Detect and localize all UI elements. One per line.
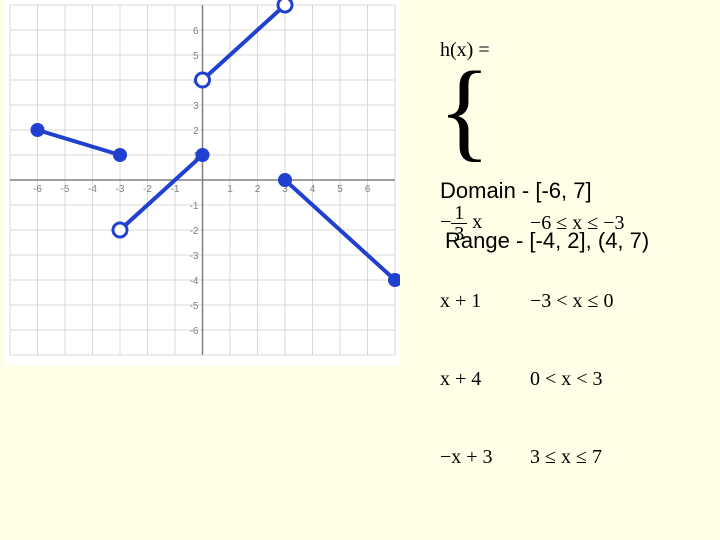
formula-row: x + 4 0 < x < 3 xyxy=(440,364,680,396)
formula-row: −x + 3 3 ≤ x ≤ 7 xyxy=(440,442,680,474)
formula-cases: −13 x −6 ≤ x ≤ −3 x + 1 −3 < x ≤ 0 x + 4… xyxy=(440,162,680,520)
formula-expr: x + 4 xyxy=(440,368,530,391)
domain-text: Domain - [-6, 7] xyxy=(440,178,592,204)
formula-cond: −3 < x ≤ 0 xyxy=(530,290,680,313)
formula-row: x + 1 −3 < x ≤ 0 xyxy=(440,286,680,318)
chart-svg: -6-5-4-3-2-1123456-6-5-4-3-2-1123456 xyxy=(5,0,400,360)
svg-text:-1: -1 xyxy=(190,201,199,212)
range-text: Range - [-4, 2], (4, 7) xyxy=(445,228,649,254)
svg-text:-4: -4 xyxy=(88,184,97,195)
domain-value: [-6, 7] xyxy=(535,178,591,203)
svg-text:6: 6 xyxy=(365,184,371,195)
svg-text:-1: -1 xyxy=(171,184,180,195)
svg-text:-5: -5 xyxy=(190,301,199,312)
svg-text:1: 1 xyxy=(227,184,233,195)
svg-text:5: 5 xyxy=(337,184,343,195)
formula-expr: x + 1 xyxy=(440,290,530,313)
svg-text:-5: -5 xyxy=(61,184,70,195)
piecewise-formula: h(x) = { −13 x −6 ≤ x ≤ −3 x + 1 −3 < x … xyxy=(420,15,680,540)
page-root: -6-5-4-3-2-1123456-6-5-4-3-2-1123456 h(x… xyxy=(0,0,720,540)
svg-text:3: 3 xyxy=(193,101,199,112)
piecewise-graph: -6-5-4-3-2-1123456-6-5-4-3-2-1123456 xyxy=(5,0,400,365)
svg-text:2: 2 xyxy=(193,126,199,137)
svg-text:2: 2 xyxy=(255,184,261,195)
svg-text:-3: -3 xyxy=(190,251,199,262)
brace-icon: { xyxy=(438,60,491,160)
svg-text:-2: -2 xyxy=(143,184,152,195)
formula-expr: −x + 3 xyxy=(440,446,530,469)
svg-text:-2: -2 xyxy=(190,226,199,237)
svg-text:-4: -4 xyxy=(190,276,199,287)
range-value: [-4, 2], (4, 7) xyxy=(529,228,649,253)
domain-label: Domain - xyxy=(440,178,535,203)
svg-text:-3: -3 xyxy=(116,184,125,195)
range-label: Range - xyxy=(445,228,529,253)
svg-text:5: 5 xyxy=(193,51,199,62)
formula-cond: 3 ≤ x ≤ 7 xyxy=(530,446,680,469)
svg-text:6: 6 xyxy=(193,26,199,37)
formula-cond: 0 < x < 3 xyxy=(530,368,680,391)
svg-text:4: 4 xyxy=(310,184,316,195)
svg-text:-6: -6 xyxy=(33,184,42,195)
svg-text:-6: -6 xyxy=(190,326,199,337)
